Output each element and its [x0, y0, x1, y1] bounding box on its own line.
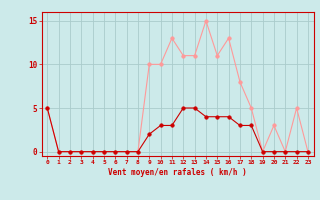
X-axis label: Vent moyen/en rafales ( km/h ): Vent moyen/en rafales ( km/h ) [108, 168, 247, 177]
